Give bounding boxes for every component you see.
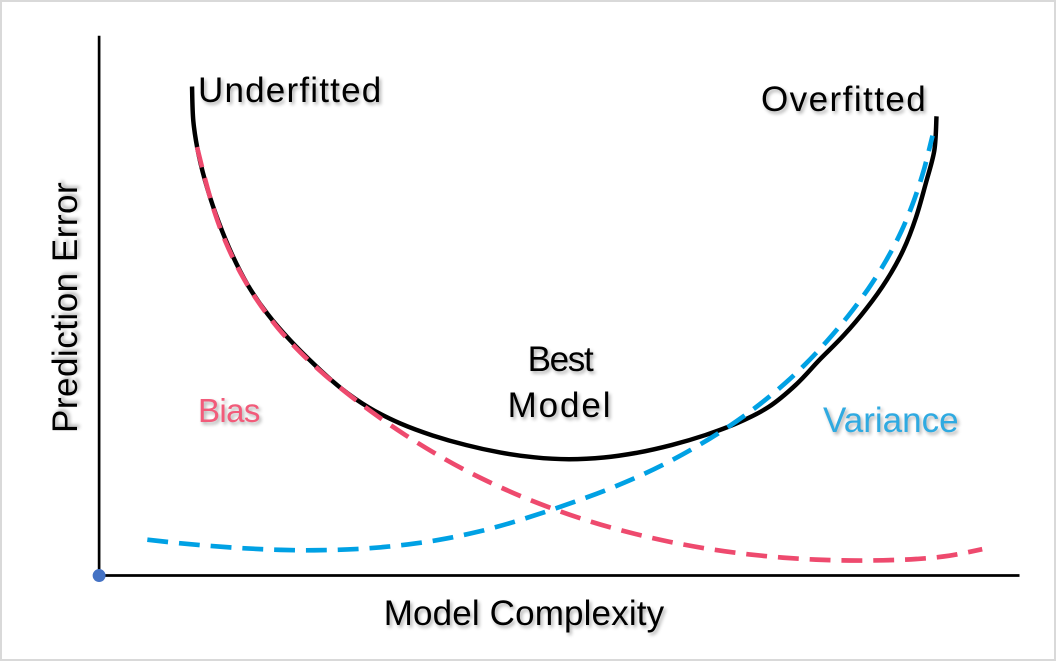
best-model-label-line2: Model [507,386,613,425]
best-model-label: Best Model [464,337,656,429]
overfitted-label: Overfitted [761,80,928,119]
curves [147,86,983,563]
y-axis-title: Prediction Error [46,181,85,433]
x-axis-title: Model Complexity [383,594,665,633]
underfitted-label: Underfitted [198,71,383,110]
bias-label: Bias [198,392,260,429]
curve-variance [147,135,935,553]
curve-bias [194,146,983,563]
origin-marker [92,569,106,582]
variance-label: Variance [823,401,959,440]
axes [92,35,1020,582]
best-model-label-line1: Best [527,340,594,379]
